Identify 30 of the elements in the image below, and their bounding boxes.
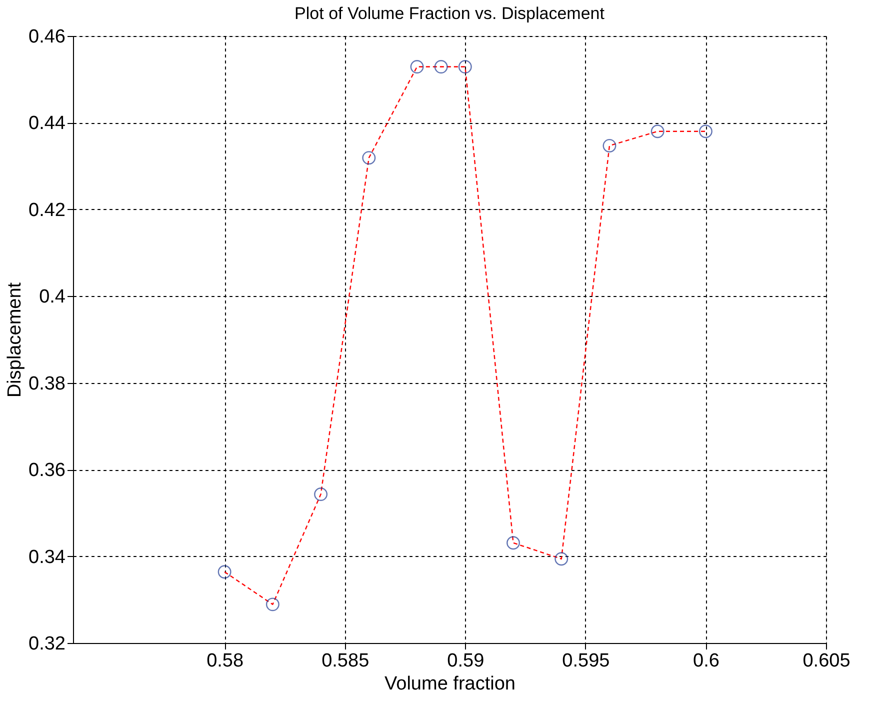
point: [602, 138, 616, 152]
line-series: [224, 66, 706, 606]
x-tick-label: 0.585: [322, 650, 370, 672]
point: [362, 151, 376, 165]
y-tick-label: 0.4: [39, 286, 66, 308]
x-tick-label: 0.58: [206, 650, 244, 672]
x-tick-label: 0.605: [802, 650, 850, 672]
y-axis-title: Displacement: [4, 282, 26, 398]
point: [266, 598, 280, 612]
y-tick-label: 0.42: [28, 200, 66, 221]
point: [314, 488, 328, 501]
point: [554, 552, 568, 566]
y-tick-label: 0.44: [28, 113, 66, 134]
point: [410, 60, 424, 74]
point: [650, 124, 664, 138]
y-tick-label: 0.36: [28, 460, 66, 482]
point: [434, 60, 448, 74]
point: [506, 536, 520, 550]
point: [698, 124, 712, 138]
point: [458, 60, 472, 74]
x-axis-title: Volume fraction: [384, 674, 516, 694]
x-tick-label: 0.59: [447, 650, 484, 672]
y-tick-label: 0.46: [28, 26, 66, 48]
y-tick-label: 0.34: [28, 546, 66, 568]
y-tick-label: 0.38: [28, 373, 66, 394]
x-tick-label: 0.6: [693, 650, 720, 672]
x-tick-label: 0.595: [562, 650, 610, 672]
y-tick-label: 0.32: [28, 634, 66, 654]
chart-title: Plot of Volume Fraction vs. Displacement: [294, 4, 605, 23]
point: [218, 565, 232, 579]
